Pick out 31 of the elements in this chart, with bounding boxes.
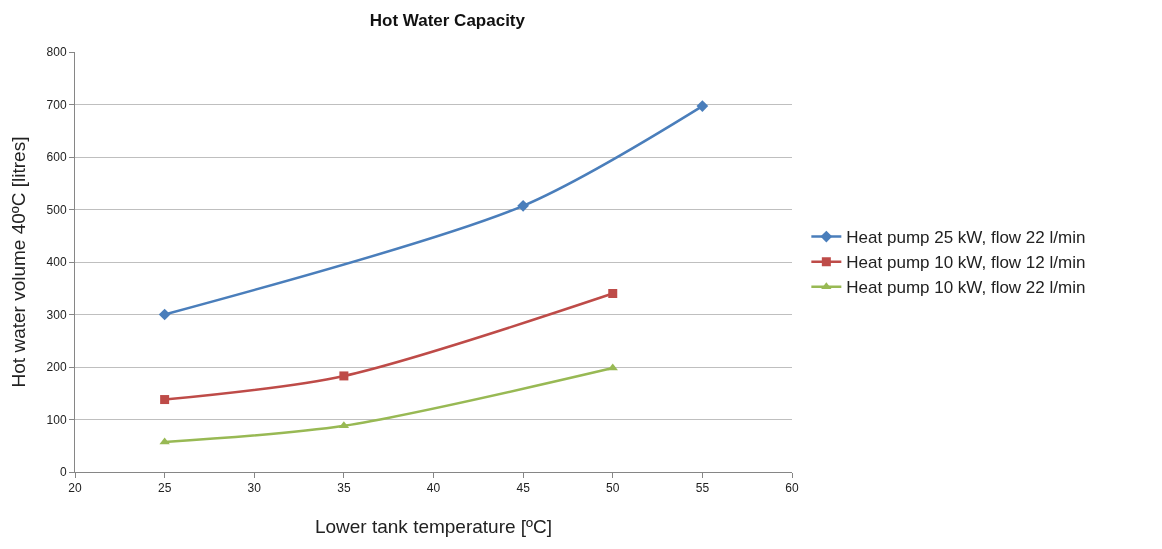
x-tick-label: 30: [247, 481, 262, 496]
y-tick-label: 600: [46, 150, 67, 165]
chart-title: Hot Water Capacity: [369, 10, 526, 30]
legend-label: Heat pump 10 kW, flow 12 l/min: [846, 253, 1086, 273]
point: [158, 308, 171, 321]
y-tick-label: 700: [46, 97, 67, 112]
point: [517, 199, 529, 212]
x-tick-label: 20: [68, 481, 82, 496]
legend-label: Heat pump 10 kW, flow 22 l/min: [846, 278, 1086, 298]
x-tick-label: 35: [337, 481, 351, 496]
y-tick-label: 400: [46, 255, 67, 270]
point: [160, 395, 170, 405]
y-tick-label: 800: [46, 45, 67, 60]
y-tick-label: 100: [46, 412, 67, 427]
y-axis-title: Hot water volume 40ºC [litres]: [8, 136, 30, 388]
legend-label: Heat pump 25 kW, flow 22 l/min: [846, 228, 1086, 248]
y-tick-label: 0: [59, 465, 67, 480]
point: [608, 289, 618, 298]
point: [607, 363, 618, 371]
x-tick-label: 40: [426, 481, 441, 496]
x-tick-label: 55: [695, 481, 710, 496]
x-axis-title: Lower tank temperature [ºC]: [314, 516, 553, 538]
x-tick-label: 45: [516, 481, 531, 496]
y-tick-label: 500: [46, 202, 67, 217]
x-tick-label: 50: [606, 481, 620, 496]
point: [339, 371, 349, 381]
y-tick-label: 300: [46, 307, 67, 322]
point: [696, 100, 709, 112]
x-tick-label: 25: [157, 481, 172, 496]
y-tick-label: 200: [46, 360, 67, 375]
x-tick-label: 60: [785, 481, 799, 496]
